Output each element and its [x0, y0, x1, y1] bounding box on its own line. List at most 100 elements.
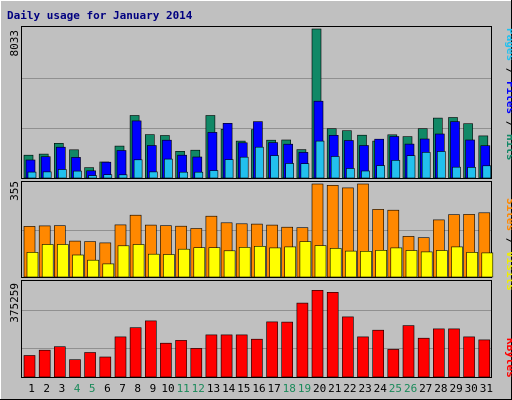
bar-sites-day-11 — [178, 248, 190, 278]
bar-kbytes-day-28 — [432, 328, 445, 378]
bar-pages-day-26 — [406, 155, 416, 179]
day-label: 7 — [119, 382, 126, 395]
bar-sites-day-4 — [72, 254, 84, 278]
day-label: 30 — [465, 382, 478, 395]
legend-hits: Hits — [504, 134, 512, 161]
bar-pages-day-16 — [255, 146, 264, 179]
day-label: 26 — [404, 382, 417, 395]
chart-title: Daily usage for January 2014 — [7, 9, 193, 22]
bar-pages-day-22 — [346, 168, 355, 179]
bar-sites-day-13 — [208, 247, 221, 278]
bar-pages-day-3 — [57, 169, 67, 179]
day-label: 14 — [222, 382, 236, 395]
bar-kbytes-day-16 — [251, 338, 263, 378]
bar-pages-day-10 — [164, 158, 173, 179]
legend-pages: Pages — [504, 28, 512, 61]
bar-pages-day-9 — [149, 171, 158, 179]
day-label: 12 — [192, 382, 205, 395]
bar-sites-day-27 — [420, 251, 433, 278]
legend-sites-visits: Sites / Visits — [504, 198, 512, 291]
day-label: 13 — [207, 382, 220, 395]
day-label: 25 — [389, 382, 402, 395]
bar-kbytes-day-18 — [281, 321, 294, 378]
bar-sites-day-2 — [41, 244, 54, 278]
bar-kbytes-day-11 — [175, 340, 187, 378]
bar-pages-day-21 — [330, 156, 340, 179]
legend-visits: Visits — [504, 251, 512, 291]
bar-sites-day-16 — [254, 246, 266, 278]
bar-pages-day-29 — [452, 166, 461, 179]
bar-kbytes-day-24 — [372, 329, 385, 378]
bar-sites-day-19 — [299, 241, 312, 278]
bar-sites-day-24 — [375, 250, 388, 278]
day-label: 11 — [177, 382, 190, 395]
day-label: 6 — [104, 382, 111, 395]
legend-kbytes: KBytes — [504, 338, 512, 378]
day-label: 27 — [419, 382, 432, 395]
bar-pages-day-1 — [27, 171, 37, 179]
bar-sites-day-29 — [451, 246, 463, 278]
bar-sites-day-22 — [345, 250, 357, 278]
day-label: 5 — [89, 382, 96, 395]
bar-kbytes-day-13 — [205, 334, 218, 378]
bar-sites-day-20 — [314, 245, 327, 278]
bar-sites-day-6 — [102, 263, 115, 278]
bar-sites-day-5 — [87, 259, 99, 278]
bar-pages-day-8 — [133, 159, 143, 179]
bar-kbytes-day-17 — [266, 321, 278, 378]
bar-kbytes-day-21 — [326, 291, 339, 378]
legend-separator: / — [504, 114, 512, 134]
legend-separator: / — [504, 61, 512, 81]
bar-sites-day-3 — [56, 244, 69, 278]
bar-kbytes-day-23 — [357, 336, 369, 378]
bar-kbytes-day-8 — [129, 327, 142, 378]
day-label: 15 — [237, 382, 250, 395]
day-label: 3 — [59, 382, 66, 395]
bar-kbytes-day-10 — [160, 342, 172, 378]
bar-kbytes-day-19 — [296, 302, 309, 378]
bar-kbytes-day-2 — [38, 349, 51, 378]
day-label: 1 — [28, 382, 35, 395]
bar-files-day-7 — [116, 150, 127, 179]
bar-sites-day-15 — [238, 247, 251, 278]
bar-pages-day-30 — [467, 167, 476, 179]
panel-visits-frame — [21, 181, 492, 278]
bar-sites-day-14 — [223, 250, 236, 278]
bar-pages-day-17 — [270, 155, 279, 179]
bar-pages-day-11 — [179, 171, 188, 179]
day-label: 18 — [283, 382, 296, 395]
bar-pages-day-20 — [315, 140, 325, 179]
bar-sites-day-26 — [405, 250, 418, 278]
bar-pages-day-27 — [421, 152, 431, 179]
panel-kbytes-frame — [21, 280, 492, 378]
panel-frames — [21, 26, 492, 378]
bar-pages-day-31 — [482, 165, 492, 179]
day-label: 10 — [161, 382, 174, 395]
bar-pages-day-24 — [376, 165, 386, 179]
bar-pages-day-14 — [224, 159, 234, 179]
bar-sites-day-10 — [163, 254, 175, 278]
bar-sites-day-31 — [481, 252, 494, 278]
bar-pages-day-5 — [88, 175, 97, 179]
bar-sites-day-21 — [329, 248, 342, 278]
legend-files: Files — [504, 81, 512, 114]
legend-separator: / — [504, 231, 512, 251]
bar-kbytes-day-7 — [114, 336, 127, 378]
bar-pages-day-19 — [300, 163, 310, 179]
bar-kbytes-day-14 — [220, 334, 233, 378]
bar-kbytes-day-20 — [311, 289, 324, 378]
panel-hits-frame — [21, 26, 492, 179]
bar-pages-day-23 — [361, 170, 370, 179]
day-label: 19 — [298, 382, 311, 395]
panel-hits-ymax-label: 8033 — [8, 30, 21, 57]
panel-visits-ymax-label: 355 — [8, 181, 21, 201]
legend-sites: Sites — [504, 198, 512, 231]
day-label: 28 — [434, 382, 447, 395]
bar-kbytes-day-27 — [417, 337, 430, 378]
bar-kbytes-day-12 — [190, 348, 203, 378]
day-label: 17 — [267, 382, 280, 395]
bar-pages-day-28 — [436, 151, 446, 179]
bar-kbytes-day-9 — [145, 320, 157, 378]
